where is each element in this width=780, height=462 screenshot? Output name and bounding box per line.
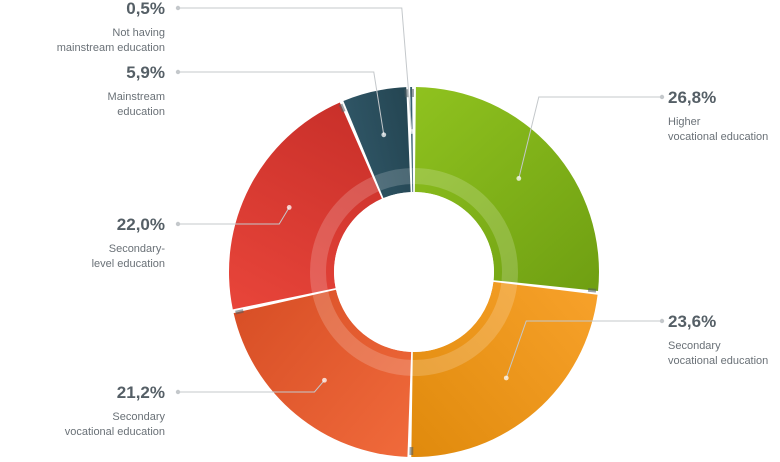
slice-percent-label: 0,5% — [126, 0, 165, 18]
slice-category-label: vocational education — [668, 355, 768, 367]
slice-category-label: education — [117, 106, 165, 118]
leader-line — [178, 379, 325, 393]
slice-percent-label: 5,9% — [126, 63, 165, 82]
leader-dot — [322, 377, 327, 383]
leader-end-dot — [659, 94, 665, 100]
slice-category-label: level education — [92, 258, 165, 270]
slice-category-label: mainstream education — [57, 42, 165, 54]
slice-separator — [338, 103, 346, 113]
slice-category-label: Secondary- — [109, 243, 166, 255]
slice-separator — [410, 89, 414, 98]
leader-dot — [516, 176, 522, 181]
slice-2[interactable] — [411, 281, 598, 457]
slice-1[interactable] — [414, 87, 599, 291]
leader-line — [178, 207, 290, 225]
slice-percent-label: 23,6% — [668, 312, 716, 331]
slice-separator — [404, 89, 409, 98]
leader-end-dot — [175, 221, 181, 227]
slice-category-label: vocational education — [65, 426, 165, 438]
leader-dot — [409, 129, 415, 134]
leader-line — [518, 96, 662, 179]
leader-line — [178, 71, 385, 135]
slice-percent-label: 21,2% — [117, 383, 165, 402]
slice-category-label: Higher — [668, 116, 701, 128]
leader-end-dot — [659, 318, 665, 324]
leader-end-dot — [175, 5, 181, 11]
slice-category-label: vocational education — [668, 131, 768, 143]
leader-line — [505, 320, 662, 379]
slice-category-label: Secondary — [668, 340, 721, 352]
slice-separator — [587, 288, 597, 293]
slice-percent-label: 26,8% — [668, 88, 716, 107]
slice-3[interactable] — [233, 289, 412, 457]
donut-hole-ring — [310, 168, 518, 376]
slice-category-label: Not having — [112, 27, 165, 39]
leader-end-dot — [175, 69, 181, 75]
slice-6[interactable] — [410, 87, 414, 193]
donut-hole — [334, 192, 494, 352]
slice-separator — [409, 446, 414, 455]
leader-end-dot — [175, 389, 181, 395]
slice-5[interactable] — [343, 87, 411, 199]
slice-4[interactable] — [229, 102, 382, 310]
leader-line — [178, 7, 413, 132]
leader-dot — [503, 375, 509, 381]
slice-category-label: Mainstream — [108, 91, 165, 103]
leader-dot — [381, 132, 387, 138]
slice-separator — [235, 309, 244, 315]
leader-dot — [286, 205, 292, 210]
slice-percent-label: 22,0% — [117, 215, 165, 234]
slice-category-label: Secondary — [112, 411, 165, 423]
